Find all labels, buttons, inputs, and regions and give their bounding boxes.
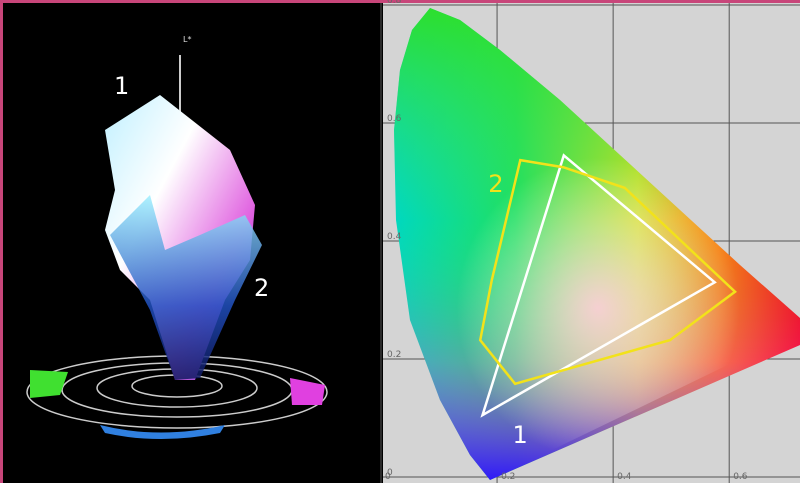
hue-band xyxy=(30,370,68,398)
hue-band xyxy=(100,425,225,439)
gamut-outline xyxy=(478,158,737,386)
y-tick-label: 0.8 xyxy=(387,0,402,6)
y-tick-label: 0.6 xyxy=(387,114,402,124)
y-tick-label: 0.2 xyxy=(387,350,401,360)
axis-label: L* xyxy=(183,35,191,44)
gamut-outline xyxy=(480,153,717,418)
y-tick-label: 0.4 xyxy=(387,232,402,242)
x-tick-label: 0.6 xyxy=(733,472,748,482)
legend-label: 1 xyxy=(513,421,528,449)
hue-band xyxy=(290,378,325,405)
gamut-volume: L* 1 2 xyxy=(26,35,328,439)
y-tick-label: 0 xyxy=(387,468,393,478)
volume-label: 1 xyxy=(114,72,129,100)
gamut-solid-2 xyxy=(110,195,262,380)
volume-label: 2 xyxy=(254,274,269,302)
legend-label: 2 xyxy=(488,170,503,198)
x-tick-label: 0.4 xyxy=(617,472,632,482)
x-tick-label: 0 xyxy=(385,472,391,482)
x-tick-label: 0.2 xyxy=(501,472,515,482)
